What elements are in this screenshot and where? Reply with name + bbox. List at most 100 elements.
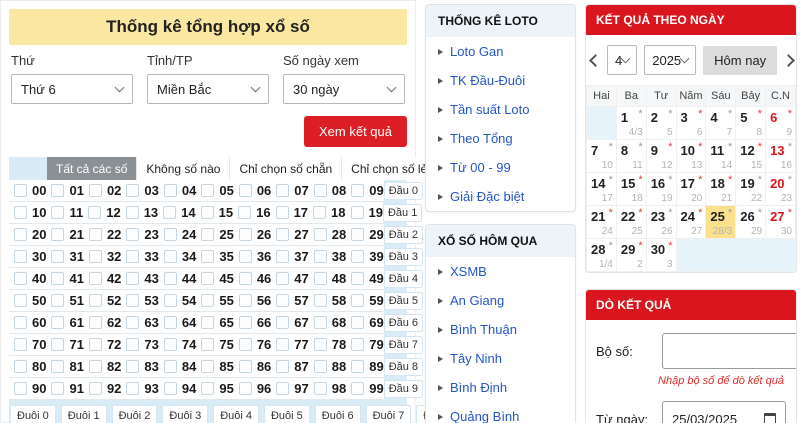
dau-button-7[interactable]: Đầu 7	[383, 336, 424, 354]
calendar-day-2[interactable]: 2 * 5	[645, 106, 677, 140]
yesterday-menu-item-2[interactable]: Bình Thuận	[426, 315, 575, 344]
number-checkbox-86[interactable]	[238, 360, 252, 373]
number-checkbox-79[interactable]	[351, 338, 365, 351]
tab-all[interactable]: Tất cả các số	[47, 157, 137, 180]
number-checkbox-66[interactable]	[238, 316, 252, 329]
yesterday-menu-item-5[interactable]: Quảng Bình	[426, 402, 575, 423]
number-checkbox-17[interactable]	[275, 206, 289, 219]
number-checkbox-47[interactable]	[276, 272, 290, 285]
number-checkbox-12[interactable]	[88, 206, 102, 219]
duoi-button-7[interactable]: Đuôi 7	[365, 405, 412, 423]
calendar-day-15[interactable]: 15 * 18	[615, 172, 647, 206]
number-checkbox-25[interactable]	[201, 228, 215, 241]
number-checkbox-77[interactable]	[276, 338, 290, 351]
tab-odd[interactable]: Chỉ chọn số lẻ	[341, 157, 437, 180]
number-checkbox-19[interactable]	[350, 206, 364, 219]
number-checkbox-27[interactable]	[276, 228, 290, 241]
loto-menu-item-1[interactable]: TK Đầu-Đuôi	[426, 66, 575, 95]
number-checkbox-22[interactable]	[88, 228, 102, 241]
number-checkbox-73[interactable]	[126, 338, 140, 351]
number-checkbox-32[interactable]	[88, 250, 102, 263]
number-checkbox-75[interactable]	[201, 338, 215, 351]
number-checkbox-52[interactable]	[88, 294, 102, 307]
number-checkbox-49[interactable]	[351, 272, 365, 285]
number-checkbox-48[interactable]	[313, 272, 327, 285]
loto-menu-item-2[interactable]: Tần suất Loto	[426, 95, 575, 124]
calendar-day-12[interactable]: 12 * 15	[735, 139, 767, 173]
number-checkbox-08[interactable]	[313, 184, 327, 197]
number-checkbox-26[interactable]	[238, 228, 252, 241]
number-checkbox-78[interactable]	[313, 338, 327, 351]
number-checkbox-33[interactable]	[126, 250, 140, 263]
number-checkbox-24[interactable]	[163, 228, 177, 241]
number-checkbox-54[interactable]	[163, 294, 177, 307]
number-checkbox-69[interactable]	[351, 316, 365, 329]
dau-button-4[interactable]: Đầu 4	[383, 270, 424, 288]
calendar-day-5[interactable]: 5 * 8	[735, 106, 767, 140]
number-checkbox-60[interactable]	[14, 316, 27, 329]
number-checkbox-03[interactable]	[126, 184, 140, 197]
number-checkbox-84[interactable]	[163, 360, 177, 373]
calendar-day-3[interactable]: 3 * 6	[675, 106, 707, 140]
calendar-day-26[interactable]: 26 * 29	[735, 205, 767, 239]
number-checkbox-11[interactable]	[51, 206, 65, 219]
number-checkbox-88[interactable]	[313, 360, 327, 373]
number-checkbox-31[interactable]	[51, 250, 65, 263]
loto-menu-item-3[interactable]: Theo Tổng	[426, 124, 575, 153]
number-checkbox-13[interactable]	[125, 206, 139, 219]
number-checkbox-42[interactable]	[88, 272, 102, 285]
filter-select-thu[interactable]: Thứ 6	[11, 74, 133, 104]
number-checkbox-35[interactable]	[201, 250, 215, 263]
number-checkbox-16[interactable]	[238, 206, 252, 219]
dau-button-5[interactable]: Đầu 5	[383, 292, 424, 310]
calendar-day-18[interactable]: 18 * 21	[705, 172, 737, 206]
dau-button-8[interactable]: Đầu 8	[383, 358, 424, 376]
number-checkbox-37[interactable]	[276, 250, 290, 263]
number-checkbox-30[interactable]	[14, 250, 27, 263]
calendar-day-17[interactable]: 17 * 20	[675, 172, 707, 206]
number-checkbox-98[interactable]	[313, 382, 327, 395]
number-checkbox-46[interactable]	[238, 272, 252, 285]
number-checkbox-44[interactable]	[163, 272, 177, 285]
calendar-day-8[interactable]: 8 * 11	[615, 139, 647, 173]
calendar-day-21[interactable]: 21 * 24	[586, 205, 617, 239]
duoi-button-1[interactable]: Đuôi 1	[60, 405, 107, 423]
dau-button-1[interactable]: Đầu 1	[382, 204, 423, 222]
prev-month-button[interactable]	[589, 50, 602, 70]
number-checkbox-59[interactable]	[351, 294, 365, 307]
tab-none[interactable]: Không số nào	[136, 157, 230, 180]
dau-button-3[interactable]: Đầu 3	[383, 248, 424, 266]
number-checkbox-80[interactable]	[14, 360, 27, 373]
number-checkbox-96[interactable]	[238, 382, 252, 395]
number-checkbox-90[interactable]	[14, 382, 27, 395]
number-checkbox-67[interactable]	[276, 316, 290, 329]
number-checkbox-92[interactable]	[88, 382, 102, 395]
number-checkbox-95[interactable]	[201, 382, 215, 395]
loto-menu-item-5[interactable]: Giải Đặc biệt	[426, 182, 575, 211]
number-checkbox-45[interactable]	[201, 272, 215, 285]
tab-even[interactable]: Chỉ chọn số chẵn	[229, 157, 342, 180]
number-checkbox-87[interactable]	[276, 360, 290, 373]
calendar-day-29[interactable]: 29 * 2	[615, 238, 647, 272]
number-checkbox-28[interactable]	[313, 228, 327, 241]
number-checkbox-04[interactable]	[163, 184, 177, 197]
duoi-button-0[interactable]: Đuôi 0	[10, 405, 56, 423]
number-checkbox-56[interactable]	[238, 294, 252, 307]
number-checkbox-00[interactable]	[14, 184, 27, 197]
number-checkbox-63[interactable]	[126, 316, 140, 329]
number-checkbox-62[interactable]	[88, 316, 102, 329]
dau-button-6[interactable]: Đầu 6	[383, 314, 424, 332]
calendar-day-9[interactable]: 9 * 12	[645, 139, 677, 173]
number-checkbox-14[interactable]	[163, 206, 177, 219]
number-checkbox-68[interactable]	[313, 316, 327, 329]
calendar-day-20[interactable]: 20 * 23	[765, 172, 796, 206]
filter-select-tinh-tp[interactable]: Miền Bắc	[147, 74, 269, 104]
yesterday-menu-item-4[interactable]: Bình Định	[426, 373, 575, 402]
number-checkbox-93[interactable]	[126, 382, 140, 395]
number-checkbox-65[interactable]	[201, 316, 215, 329]
duoi-button-3[interactable]: Đuôi 3	[162, 405, 209, 423]
next-month-button[interactable]	[782, 50, 796, 70]
number-checkbox-15[interactable]	[200, 206, 214, 219]
number-checkbox-36[interactable]	[238, 250, 252, 263]
number-checkbox-91[interactable]	[51, 382, 65, 395]
